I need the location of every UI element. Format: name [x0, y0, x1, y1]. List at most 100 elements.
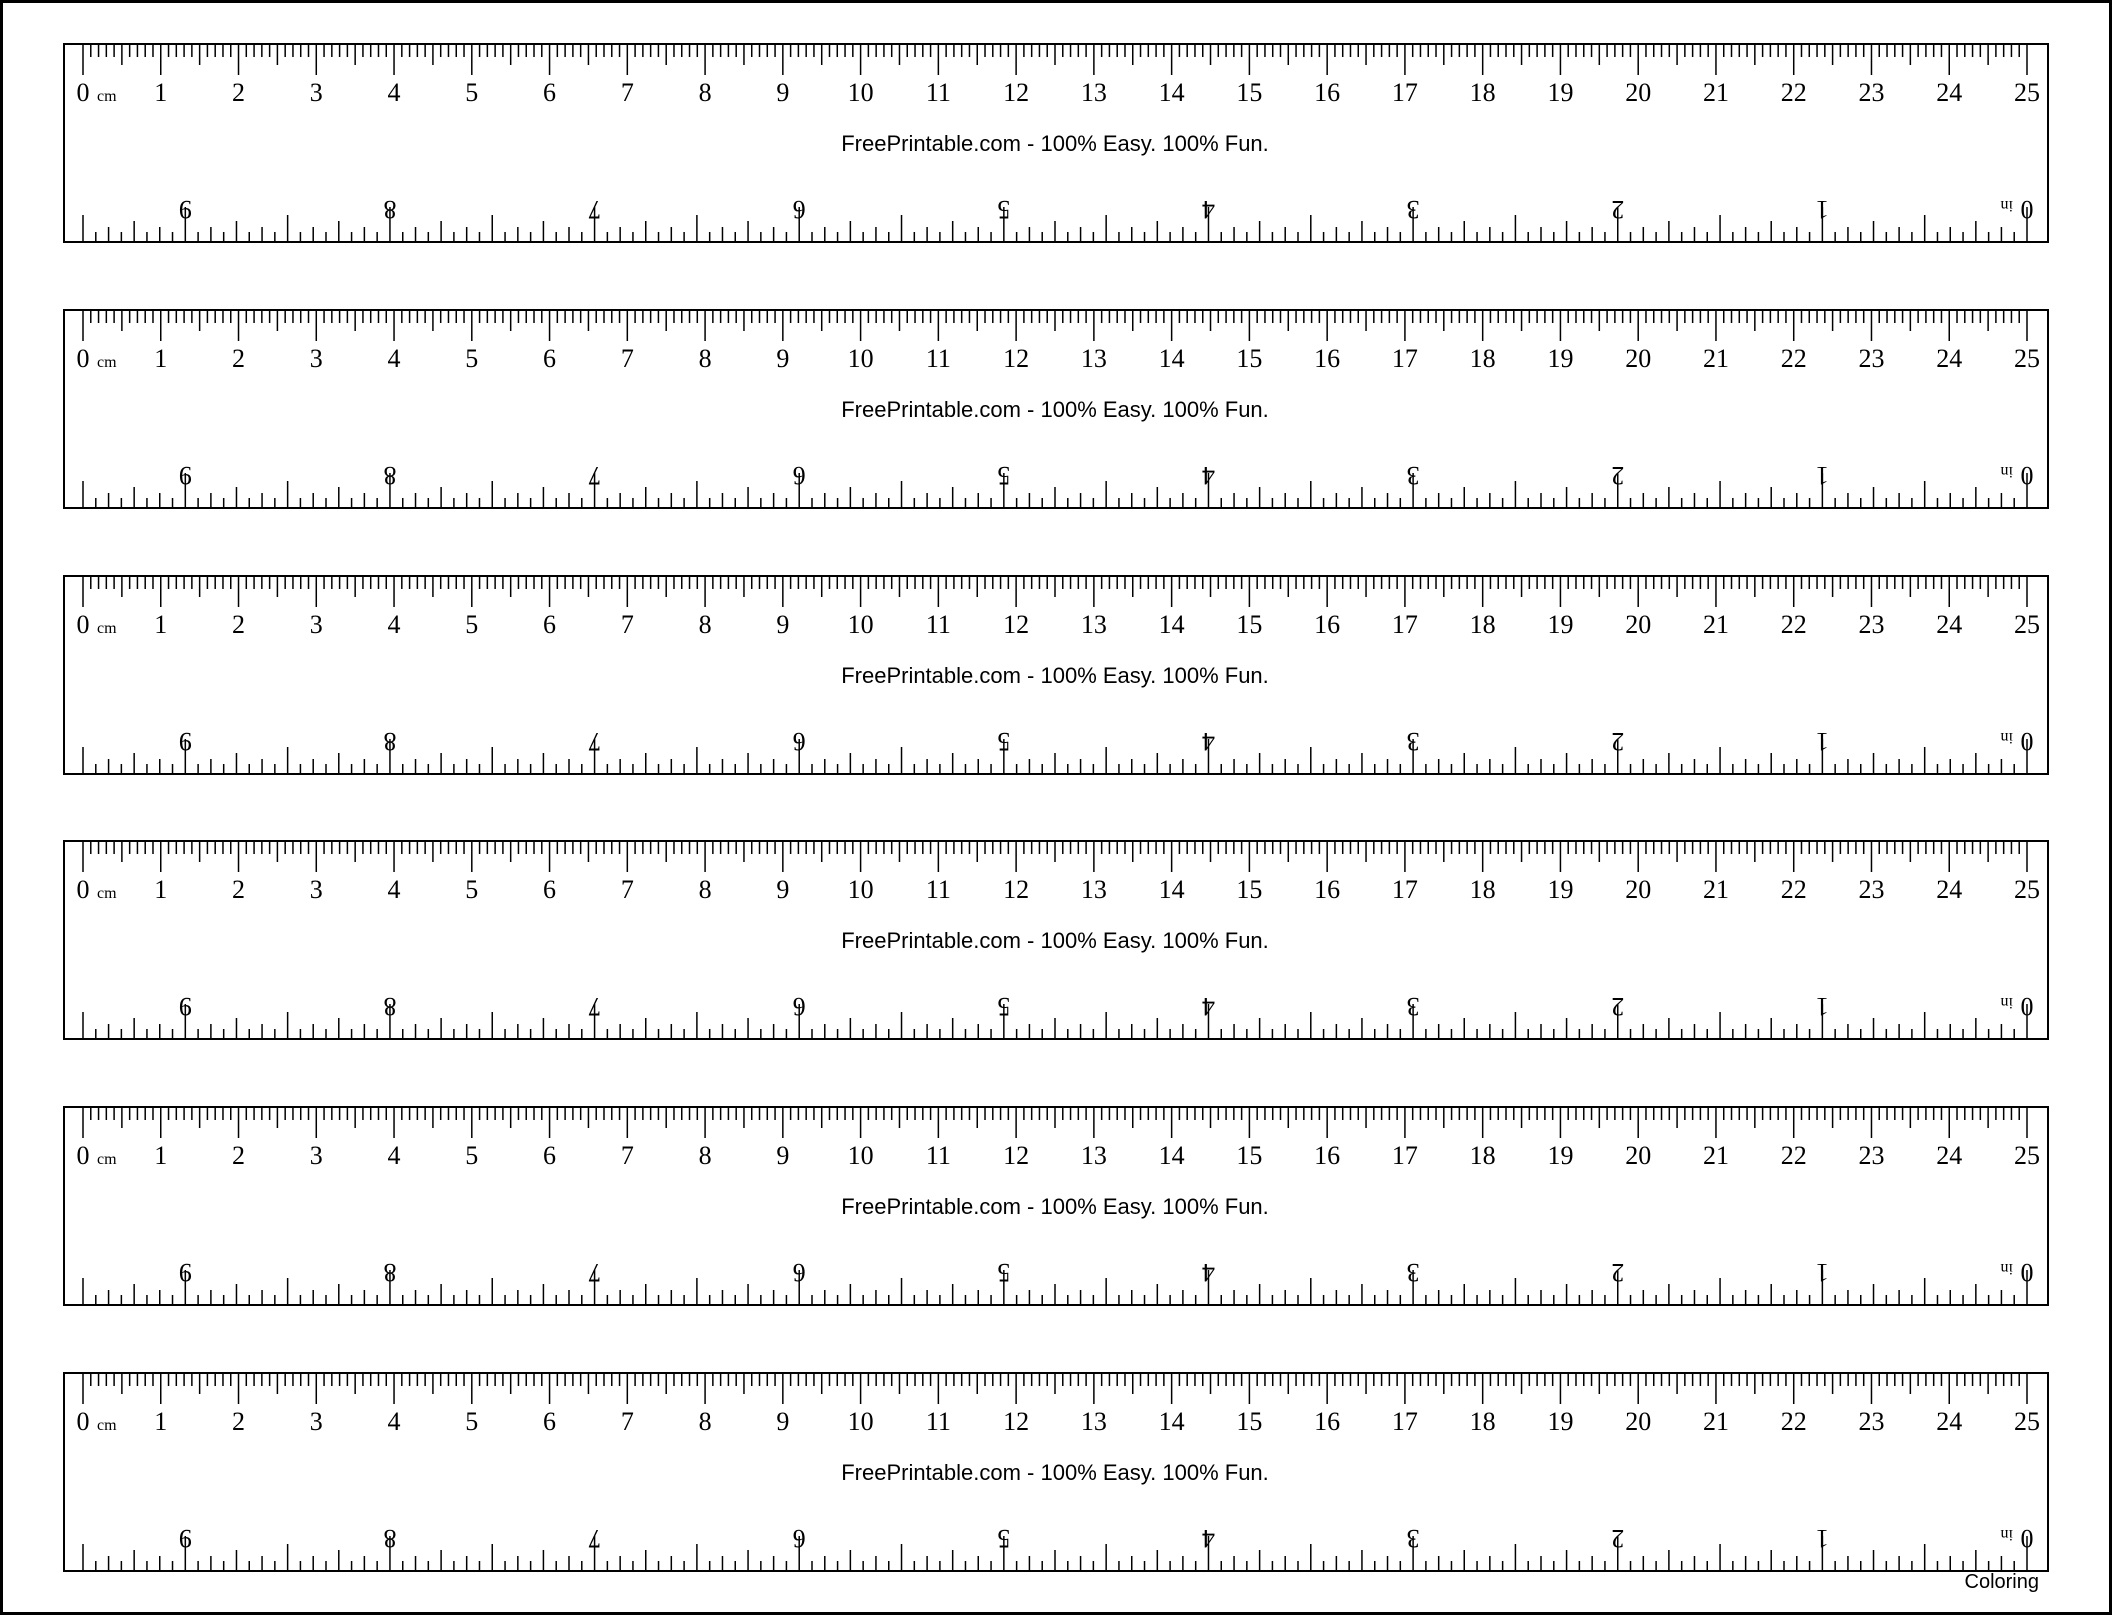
cm-label: 20 — [1625, 875, 1651, 904]
cm-label: 8 — [699, 344, 712, 373]
cm-label: 4 — [388, 78, 401, 107]
cm-label: 18 — [1470, 1141, 1496, 1170]
cm-label: 17 — [1392, 344, 1418, 373]
cm-label: 14 — [1159, 1141, 1185, 1170]
inch-label: 3 — [1407, 1258, 1420, 1287]
inch-label: 5 — [997, 992, 1010, 1021]
cm-label: 13 — [1081, 1407, 1107, 1436]
footer-label: Coloring — [1965, 1571, 2039, 1594]
inch-label: 3 — [1407, 727, 1420, 756]
cm-label: 21 — [1703, 1407, 1729, 1436]
cm-unit-label: cm — [97, 1151, 117, 1168]
cm-label: 19 — [1547, 78, 1573, 107]
cm-label: 20 — [1625, 1407, 1651, 1436]
cm-label: 23 — [1858, 1407, 1884, 1436]
inch-label: 2 — [1611, 1524, 1624, 1553]
cm-label: 15 — [1236, 1407, 1262, 1436]
inch-label: 5 — [997, 1524, 1010, 1553]
cm-label: 4 — [388, 1407, 401, 1436]
cm-label: 13 — [1081, 78, 1107, 107]
cm-label: 16 — [1314, 78, 1340, 107]
inch-unit-label: in — [2001, 463, 2013, 480]
inch-label: 9 — [179, 195, 192, 224]
inch-label: 0 — [2021, 992, 2034, 1021]
cm-label: 18 — [1470, 875, 1496, 904]
cm-label: 20 — [1625, 344, 1651, 373]
cm-label: 8 — [699, 610, 712, 639]
cm-label: 15 — [1236, 78, 1262, 107]
inch-label: 6 — [793, 727, 806, 756]
ruler-center-text: FreePrintable.com - 100% Easy. 100% Fun. — [841, 131, 1269, 156]
cm-label: 14 — [1159, 610, 1185, 639]
inch-label: 1 — [1816, 461, 1829, 490]
cm-label: 5 — [465, 875, 478, 904]
inch-unit-label: in — [2001, 197, 2013, 214]
cm-label: 19 — [1547, 875, 1573, 904]
ruler-6: 0cm1234567891011121314151617181920212223… — [63, 1372, 2049, 1572]
cm-label: 21 — [1703, 875, 1729, 904]
inch-label: 1 — [1816, 992, 1829, 1021]
cm-label: 2 — [232, 610, 245, 639]
cm-label: 3 — [310, 78, 323, 107]
cm-unit-label: cm — [97, 885, 117, 902]
cm-label: 7 — [621, 344, 634, 373]
inch-unit-label: in — [2001, 1260, 2013, 1277]
cm-label: 9 — [776, 78, 789, 107]
cm-label: 4 — [388, 875, 401, 904]
cm-label: 10 — [848, 78, 874, 107]
cm-label: 1 — [154, 344, 167, 373]
cm-label: 22 — [1781, 344, 1807, 373]
cm-label: 21 — [1703, 344, 1729, 373]
cm-label: 13 — [1081, 1141, 1107, 1170]
cm-label: 24 — [1936, 1141, 1962, 1170]
cm-label: 19 — [1547, 344, 1573, 373]
cm-label: 8 — [699, 1141, 712, 1170]
cm-label: 16 — [1314, 1407, 1340, 1436]
ruler-center-text: FreePrintable.com - 100% Easy. 100% Fun. — [841, 1194, 1269, 1219]
cm-label: 12 — [1003, 1407, 1029, 1436]
cm-label: 3 — [310, 610, 323, 639]
cm-label: 9 — [776, 875, 789, 904]
cm-label: 6 — [543, 78, 556, 107]
inch-label: 8 — [383, 461, 396, 490]
inch-label: 4 — [1202, 992, 1215, 1021]
cm-label: 25 — [2014, 344, 2040, 373]
cm-label: 23 — [1858, 1141, 1884, 1170]
inch-label: 0 — [2021, 1524, 2034, 1553]
inch-label: 6 — [793, 1258, 806, 1287]
cm-label: 1 — [154, 875, 167, 904]
cm-label: 18 — [1470, 1407, 1496, 1436]
cm-label: 12 — [1003, 78, 1029, 107]
cm-label: 7 — [621, 78, 634, 107]
cm-label: 19 — [1547, 610, 1573, 639]
cm-label: 18 — [1470, 78, 1496, 107]
cm-label: 2 — [232, 78, 245, 107]
cm-label: 14 — [1159, 875, 1185, 904]
page: 0cm1234567891011121314151617181920212223… — [0, 0, 2112, 1615]
cm-label: 8 — [699, 78, 712, 107]
cm-label: 19 — [1547, 1407, 1573, 1436]
cm-label: 2 — [232, 1141, 245, 1170]
cm-label: 22 — [1781, 610, 1807, 639]
inch-unit-label: in — [2001, 994, 2013, 1011]
cm-label: 5 — [465, 78, 478, 107]
ruler-5: 0cm1234567891011121314151617181920212223… — [63, 1106, 2049, 1306]
ruler-center-text: FreePrintable.com - 100% Easy. 100% Fun. — [841, 1460, 1269, 1485]
inch-label: 4 — [1202, 461, 1215, 490]
inch-label: 1 — [1816, 195, 1829, 224]
inch-label: 7 — [588, 727, 601, 756]
cm-label: 22 — [1781, 875, 1807, 904]
cm-label: 11 — [926, 610, 951, 639]
inch-label: 3 — [1407, 992, 1420, 1021]
cm-label: 2 — [232, 344, 245, 373]
cm-label: 14 — [1159, 344, 1185, 373]
inch-label: 8 — [383, 195, 396, 224]
cm-label: 21 — [1703, 1141, 1729, 1170]
cm-label: 0 — [77, 344, 90, 373]
inch-label: 6 — [793, 195, 806, 224]
inch-label: 7 — [588, 1258, 601, 1287]
cm-label: 22 — [1781, 78, 1807, 107]
cm-label: 8 — [699, 875, 712, 904]
cm-label: 24 — [1936, 610, 1962, 639]
inch-label: 9 — [179, 1524, 192, 1553]
